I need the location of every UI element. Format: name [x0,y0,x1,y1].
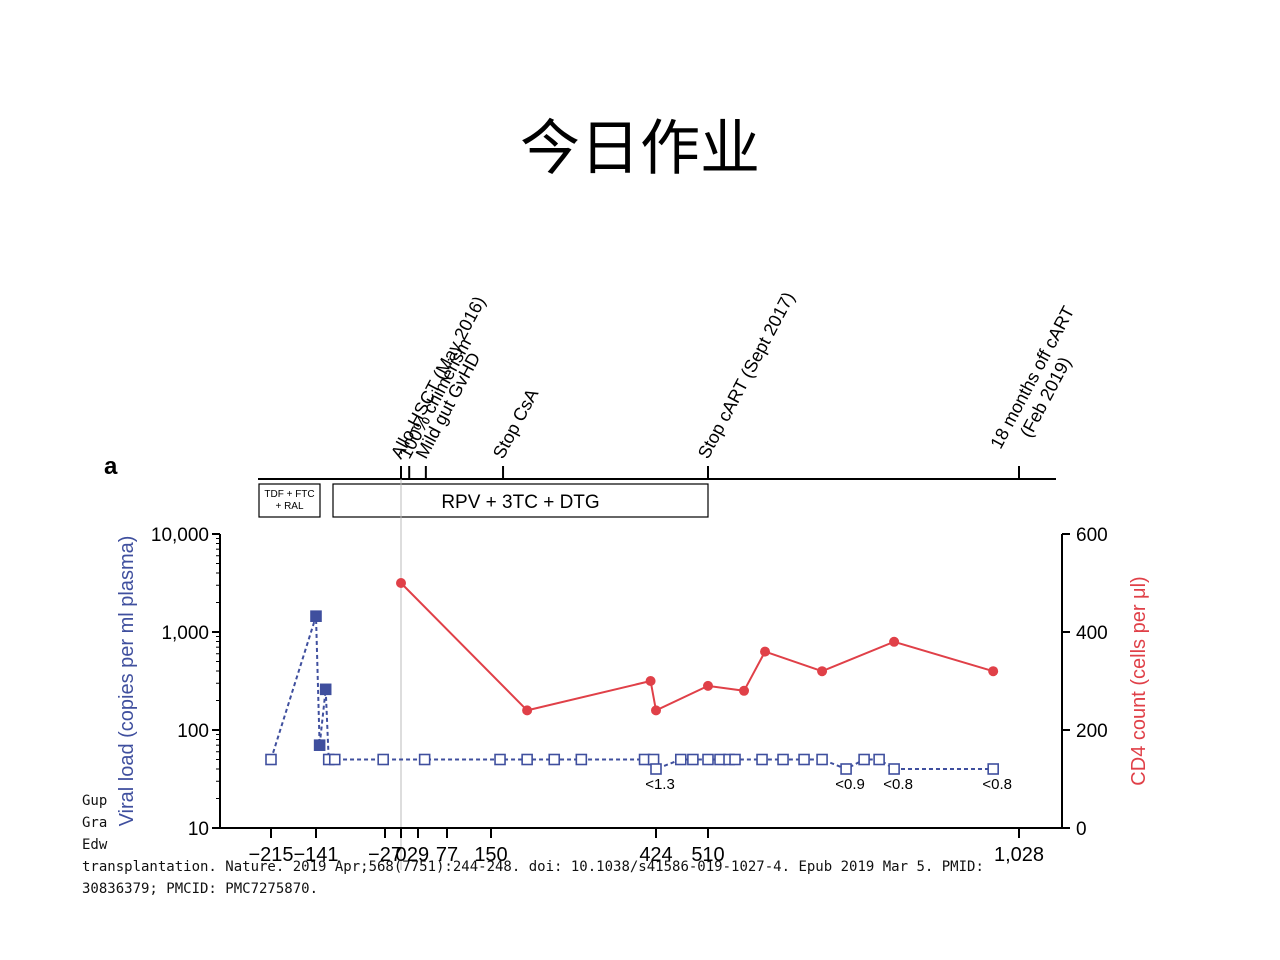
cd4-count-point [703,680,713,691]
event-label: Stop cART (Sept 2017) [694,289,799,462]
viral-load-point [494,753,506,766]
x-tick-label: 29 [407,844,429,866]
citation-line: Edw [82,837,108,853]
treatment-box [258,483,321,518]
viral-load-point [328,753,341,766]
cd4-count-point [396,578,406,588]
viral-load-point [858,753,870,766]
viral-load-point [729,753,741,766]
viral-load-point [777,753,789,766]
right-y-axis-title: CD4 count (cells per μl) [1128,576,1150,785]
slide-title: 今日作业 [520,114,760,184]
x-tick-label: 150 [474,844,507,866]
treatment-label: + RAL [275,501,304,512]
x-tick-label: 510 [691,844,724,866]
viral-load-point [650,763,662,775]
viral-load-point [647,753,660,766]
viral-load-point [418,753,431,766]
x-tick-label: 424 [639,844,672,866]
detection-limit-label: <0.8 [982,776,1012,793]
viral-load-point [548,753,561,766]
cd4-count-point [651,705,661,716]
left-y-tick-label: 100 [177,721,209,742]
viral-load-point [840,763,852,775]
detection-limit-label: <0.8 [883,776,913,793]
viral-load-point [313,739,326,751]
treatment-box [332,483,709,518]
x-tick-label: 0 [395,844,406,866]
viral-load-point [265,753,277,766]
citation-line: Gra [82,815,108,831]
x-tick-label: −141 [293,844,338,866]
citation-line: 30836379; PMCID: PMC7275870. [82,881,319,897]
viral-load-point [873,753,885,766]
left-y-axis-title: Viral load (copies per ml plasma) [116,536,138,827]
x-tick-label: −215 [248,844,293,866]
cd4-count-point [988,666,999,677]
cd4-count-point [760,646,771,657]
viral-load-point [674,753,687,766]
cd4-count-point [645,676,656,686]
panel-label: a [104,453,118,480]
event-label: Stop CsA [489,385,542,462]
treatment-label: TDF + FTC [264,489,314,500]
left-y-tick-label: 10 [188,819,209,840]
citation-line: transplantation. Nature. 2019 Apr;568(77… [82,859,984,875]
cd4-count-line [400,582,994,712]
viral-load-point [888,763,900,775]
right-y-tick-label: 0 [1076,819,1087,840]
citation-line: Gup [82,793,108,809]
treatment-label: RPV + 3TC + DTG [441,492,599,513]
x-tick-label: 1,028 [994,844,1044,866]
right-y-tick-label: 200 [1076,721,1108,742]
citation: Gup Gra Edw transplantation. Nature. 201… [82,790,1202,900]
viral-load-point [702,753,714,766]
x-tick-label: −27 [368,844,402,866]
viral-load-point [816,753,828,766]
left-y-tick-label: 1,000 [161,623,209,644]
right-y-tick-label: 400 [1076,623,1108,644]
viral-load-line [270,615,994,771]
left-y-tick-label: 10,000 [151,525,209,546]
cd4-count-point [817,666,828,677]
cd4-count-point [522,705,533,716]
right-y-tick-label: 600 [1076,525,1108,546]
viral-load-point [798,753,810,766]
detection-limit-label: <1.3 [645,776,675,793]
viral-load-point [377,753,389,766]
viral-load-point [756,753,768,766]
viral-load-point [687,753,699,766]
cd4-count-point [739,685,750,696]
event-label: 18 months off cART(Feb 2019) [986,303,1097,462]
detection-limit-label: <0.9 [835,776,865,793]
viral-load-point [987,763,999,775]
cd4-count-point [889,636,900,647]
viral-load-point [521,753,533,766]
x-tick-label: 77 [436,844,458,866]
viral-load-point [310,610,322,622]
viral-load-point [319,683,332,696]
viral-load-point [575,753,588,766]
